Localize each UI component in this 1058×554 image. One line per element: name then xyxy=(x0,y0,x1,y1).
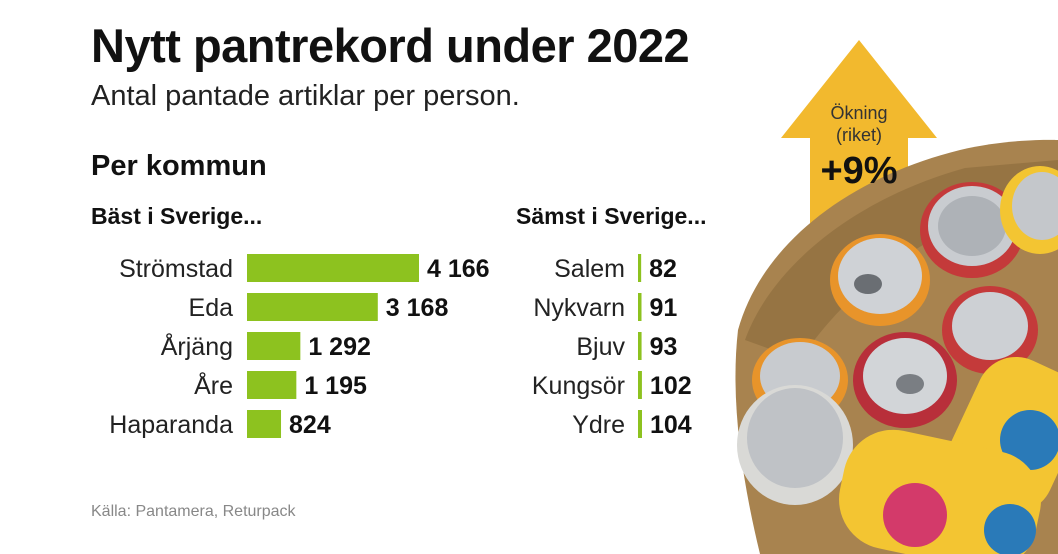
best-category-label: Strömstad xyxy=(119,255,233,283)
increase-value: +9% xyxy=(820,150,898,192)
worst-value-label: 91 xyxy=(650,294,678,322)
increase-label-line1: Ökning xyxy=(830,103,888,123)
page-subtitle: Antal pantade artiklar per person. xyxy=(91,80,520,112)
worst-bar xyxy=(638,293,642,321)
best-bar xyxy=(247,332,301,360)
increase-label-line2: (riket) xyxy=(836,125,882,145)
best-value-label: 1 195 xyxy=(304,372,367,400)
best-value-label: 3 168 xyxy=(386,294,449,322)
best-chart-title: Bäst i Sverige... xyxy=(91,203,263,229)
best-bar xyxy=(247,371,297,399)
best-bar xyxy=(247,254,419,282)
worst-value-label: 93 xyxy=(650,333,678,361)
worst-value-label: 82 xyxy=(649,255,677,283)
best-value-label: 824 xyxy=(289,411,331,439)
best-category-label: Årjäng xyxy=(161,331,233,361)
best-bar xyxy=(247,293,378,321)
worst-value-label: 102 xyxy=(650,372,692,400)
worst-bar xyxy=(638,332,642,360)
increase-label: Ökning (riket) xyxy=(799,102,919,146)
best-value-label: 1 292 xyxy=(308,333,371,361)
worst-category-label: Bjuv xyxy=(576,333,625,361)
worst-bar xyxy=(638,371,642,399)
best-bar xyxy=(247,410,282,438)
worst-value-label: 104 xyxy=(650,411,692,439)
can-group xyxy=(737,166,1058,554)
worst-category-label: Salem xyxy=(554,255,625,283)
best-category-label: Åre xyxy=(194,370,233,400)
worst-category-label: Ydre xyxy=(572,411,625,439)
worst-chart-title: Sämst i Sverige... xyxy=(516,203,707,229)
worst-bar xyxy=(638,254,642,282)
best-category-label: Haparanda xyxy=(109,411,233,439)
section-heading: Per kommun xyxy=(91,150,267,182)
best-category-label: Eda xyxy=(189,294,234,322)
worst-category-label: Nykvarn xyxy=(533,294,625,322)
worst-category-label: Kungsör xyxy=(532,372,625,400)
best-value-label: 4 166 xyxy=(427,255,490,283)
page-title: Nytt pantrekord under 2022 xyxy=(91,19,690,72)
source-note: Källa: Pantamera, Returpack xyxy=(91,503,296,520)
worst-bar xyxy=(638,410,642,438)
